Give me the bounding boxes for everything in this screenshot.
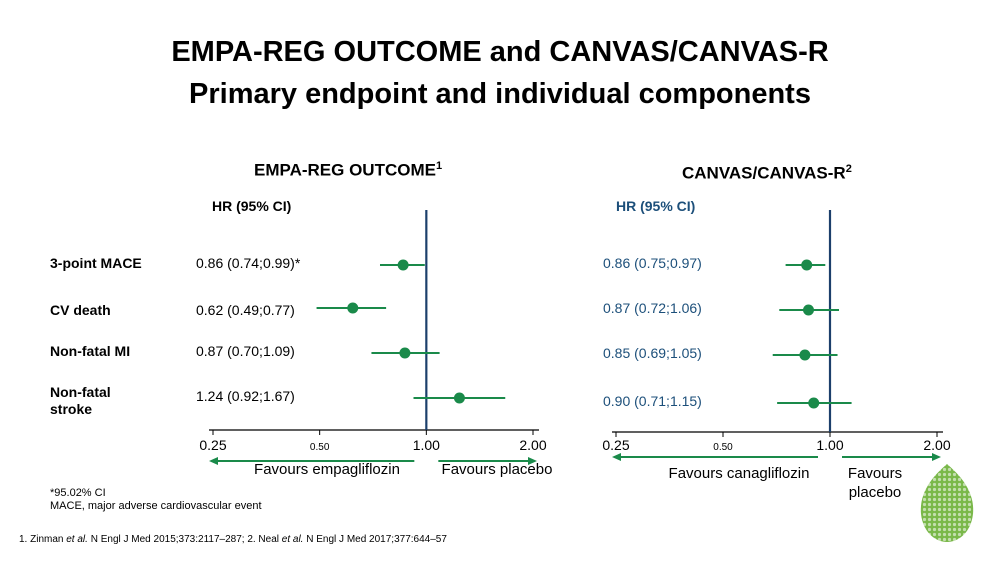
left-hr-ci-text: 0.62 (0.49;0.77): [196, 302, 295, 318]
reference-text-3: N Engl J Med 2017;377:644–57: [303, 534, 447, 545]
left-tick-label: 0.50: [310, 442, 330, 453]
left-hr-ci-text: 0.86 (0.74;0.99)*: [196, 255, 301, 271]
left-tick-label: 2.00: [519, 437, 546, 453]
right-tick-label: 2.00: [923, 437, 950, 453]
right-panel-title-superscript: 2: [845, 163, 852, 175]
left-hr-point: [397, 259, 409, 271]
right-tick-label: 0.25: [602, 437, 629, 453]
left-tick-label: 1.00: [413, 437, 440, 453]
right-hr-point: [799, 349, 811, 361]
reference-text-2: N Engl J Med 2015;373:2117–287; 2. Neal: [87, 534, 282, 545]
reference-text-1: 1. Zinman: [19, 534, 67, 545]
right-tick-label: 1.00: [816, 437, 843, 453]
right-favours-right-arrowhead: [932, 453, 941, 461]
left-hr-point: [453, 392, 465, 404]
reference-etal-1: et al.: [66, 534, 88, 545]
left-row-label: 3-point MACE: [50, 255, 142, 271]
right-favours-left-arrowhead: [612, 453, 621, 461]
reference-etal-2: et al.: [281, 534, 304, 545]
left-panel-title-text: EMPA-REG OUTCOME: [254, 160, 436, 180]
right-tick-label: 0.50: [713, 442, 733, 453]
left-favours-left-label: Favours empagliflozin: [254, 461, 400, 478]
right-hr-ci-text: 0.90 (0.71;1.15): [603, 393, 702, 409]
left-tick-label: 0.25: [199, 437, 226, 453]
right-favours-right-label: Favours placebo: [848, 465, 902, 501]
footnote-ci: *95.02% CI: [50, 487, 106, 499]
left-favours-right-arrowhead: [528, 457, 537, 465]
left-hr-point: [399, 347, 411, 359]
left-hr-ci-text: 1.24 (0.92;1.67): [196, 388, 295, 404]
left-hr-ci-text: 0.87 (0.70;1.09): [196, 343, 295, 359]
leaf-logo-icon: [920, 464, 974, 542]
right-favours-left-label: Favours canagliflozin: [669, 465, 810, 482]
left-panel-title: EMPA-REG OUTCOME1: [254, 160, 442, 181]
slide-title-line-2: Primary endpoint and individual componen…: [189, 78, 811, 110]
right-hr-ci-text: 0.85 (0.69;1.05): [603, 345, 702, 361]
right-column-header: HR (95% CI): [616, 198, 695, 214]
right-hr-ci-text: 0.87 (0.72;1.06): [603, 300, 702, 316]
left-row-label: Non-fatal MI: [50, 343, 130, 359]
right-hr-point: [801, 259, 813, 271]
left-hr-point: [347, 302, 359, 314]
left-panel-title-superscript: 1: [435, 160, 443, 172]
right-hr-point: [803, 304, 815, 316]
right-hr-point: [808, 397, 820, 409]
right-panel-title: CANVAS/CANVAS-R2: [682, 163, 852, 184]
slide-title-line-1: EMPA-REG OUTCOME and CANVAS/CANVAS-R: [171, 36, 829, 68]
left-row-label: Non-fatal stroke: [50, 384, 111, 417]
left-row-label: CV death: [50, 302, 111, 318]
right-panel-title-text: CANVAS/CANVAS-R: [682, 163, 846, 183]
left-column-header: HR (95% CI): [212, 198, 291, 214]
left-favours-right-label: Favours placebo: [442, 461, 553, 478]
left-favours-left-arrowhead: [209, 457, 218, 465]
references: 1. Zinman et al. N Engl J Med 2015;373:2…: [19, 534, 447, 545]
footnote-mace: MACE, major adverse cardiovascular event: [50, 500, 262, 512]
right-hr-ci-text: 0.86 (0.75;0.97): [603, 255, 702, 271]
